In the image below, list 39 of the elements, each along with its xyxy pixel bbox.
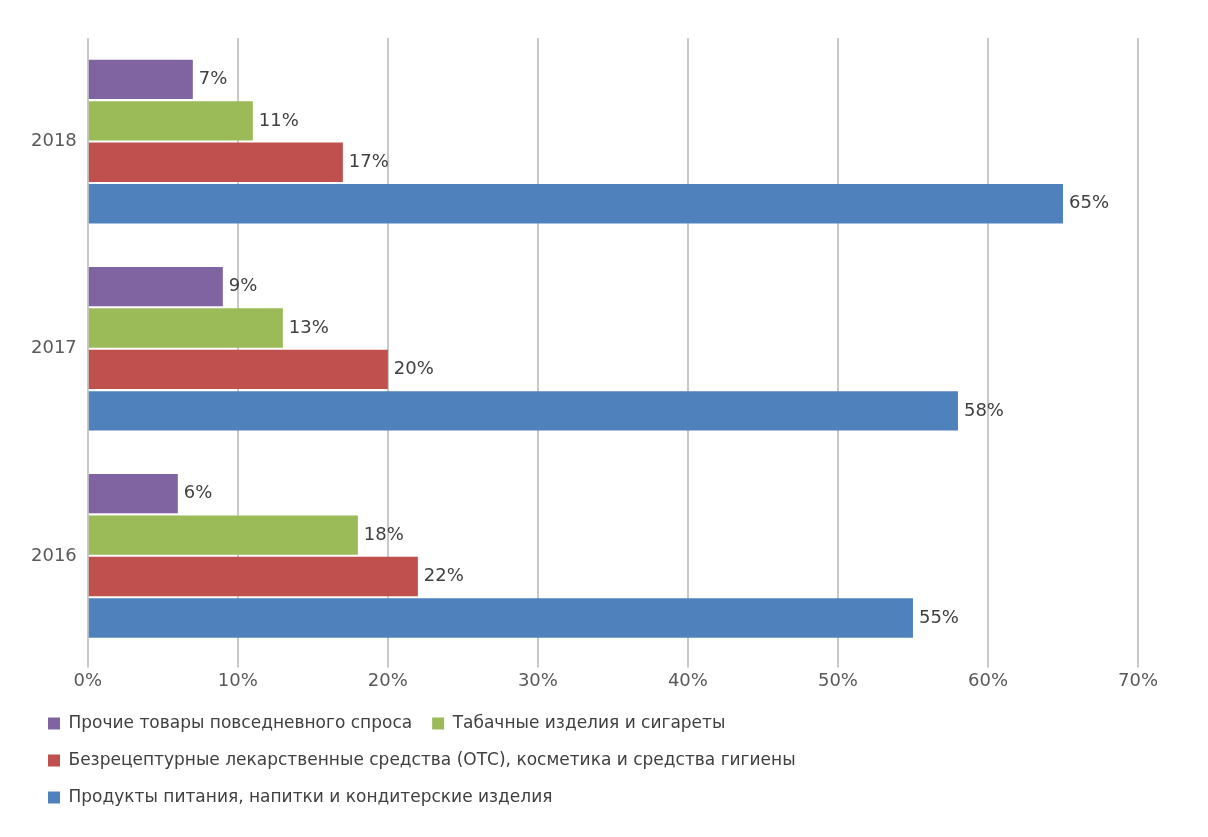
bar [88, 556, 418, 597]
bar [88, 349, 388, 390]
bar [88, 598, 913, 638]
data-label: 13% [288, 315, 329, 337]
legend-label: Прочие товары повседневного спроса [68, 711, 413, 732]
bar [88, 474, 178, 514]
y-tick-label: 2016 [31, 543, 77, 565]
data-label: 18% [363, 522, 404, 544]
bar [88, 308, 283, 348]
x-tick-label: 40% [667, 668, 708, 690]
bar [88, 391, 958, 431]
bar [88, 101, 253, 141]
data-label: 17% [348, 149, 389, 171]
data-label: 6% [183, 481, 213, 503]
data-label: 11% [258, 108, 299, 130]
data-label: 22% [423, 564, 464, 586]
bar [88, 184, 1063, 224]
bar [88, 266, 223, 307]
data-label: 55% [918, 605, 959, 627]
legend-label: Безрецептурные лекарственные средства (ОТС), косметика и средства гигиены [68, 748, 796, 769]
bar [88, 515, 358, 555]
data-label: 58% [963, 398, 1004, 420]
legend-label: Табачные изделия и сигареты [451, 711, 726, 732]
x-tick-label: 10% [217, 668, 258, 690]
x-tick-label: 20% [367, 668, 408, 690]
data-label: 7% [198, 67, 228, 89]
data-label: 9% [228, 274, 258, 296]
bar [88, 59, 193, 100]
data-label: 20% [393, 357, 434, 379]
x-tick-label: 60% [967, 668, 1008, 690]
y-tick-label: 2017 [31, 336, 77, 358]
bar [88, 142, 343, 182]
y-tick-label: 2018 [31, 129, 77, 151]
x-tick-label: 70% [1117, 668, 1159, 690]
legend-label: Продукты питания, напитки и кондитерские изделия [68, 785, 553, 806]
x-tick-label: 0% [73, 668, 103, 690]
data-label: 65% [1068, 191, 1109, 213]
x-tick-label: 50% [817, 668, 858, 690]
x-tick-label: 30% [517, 668, 558, 690]
